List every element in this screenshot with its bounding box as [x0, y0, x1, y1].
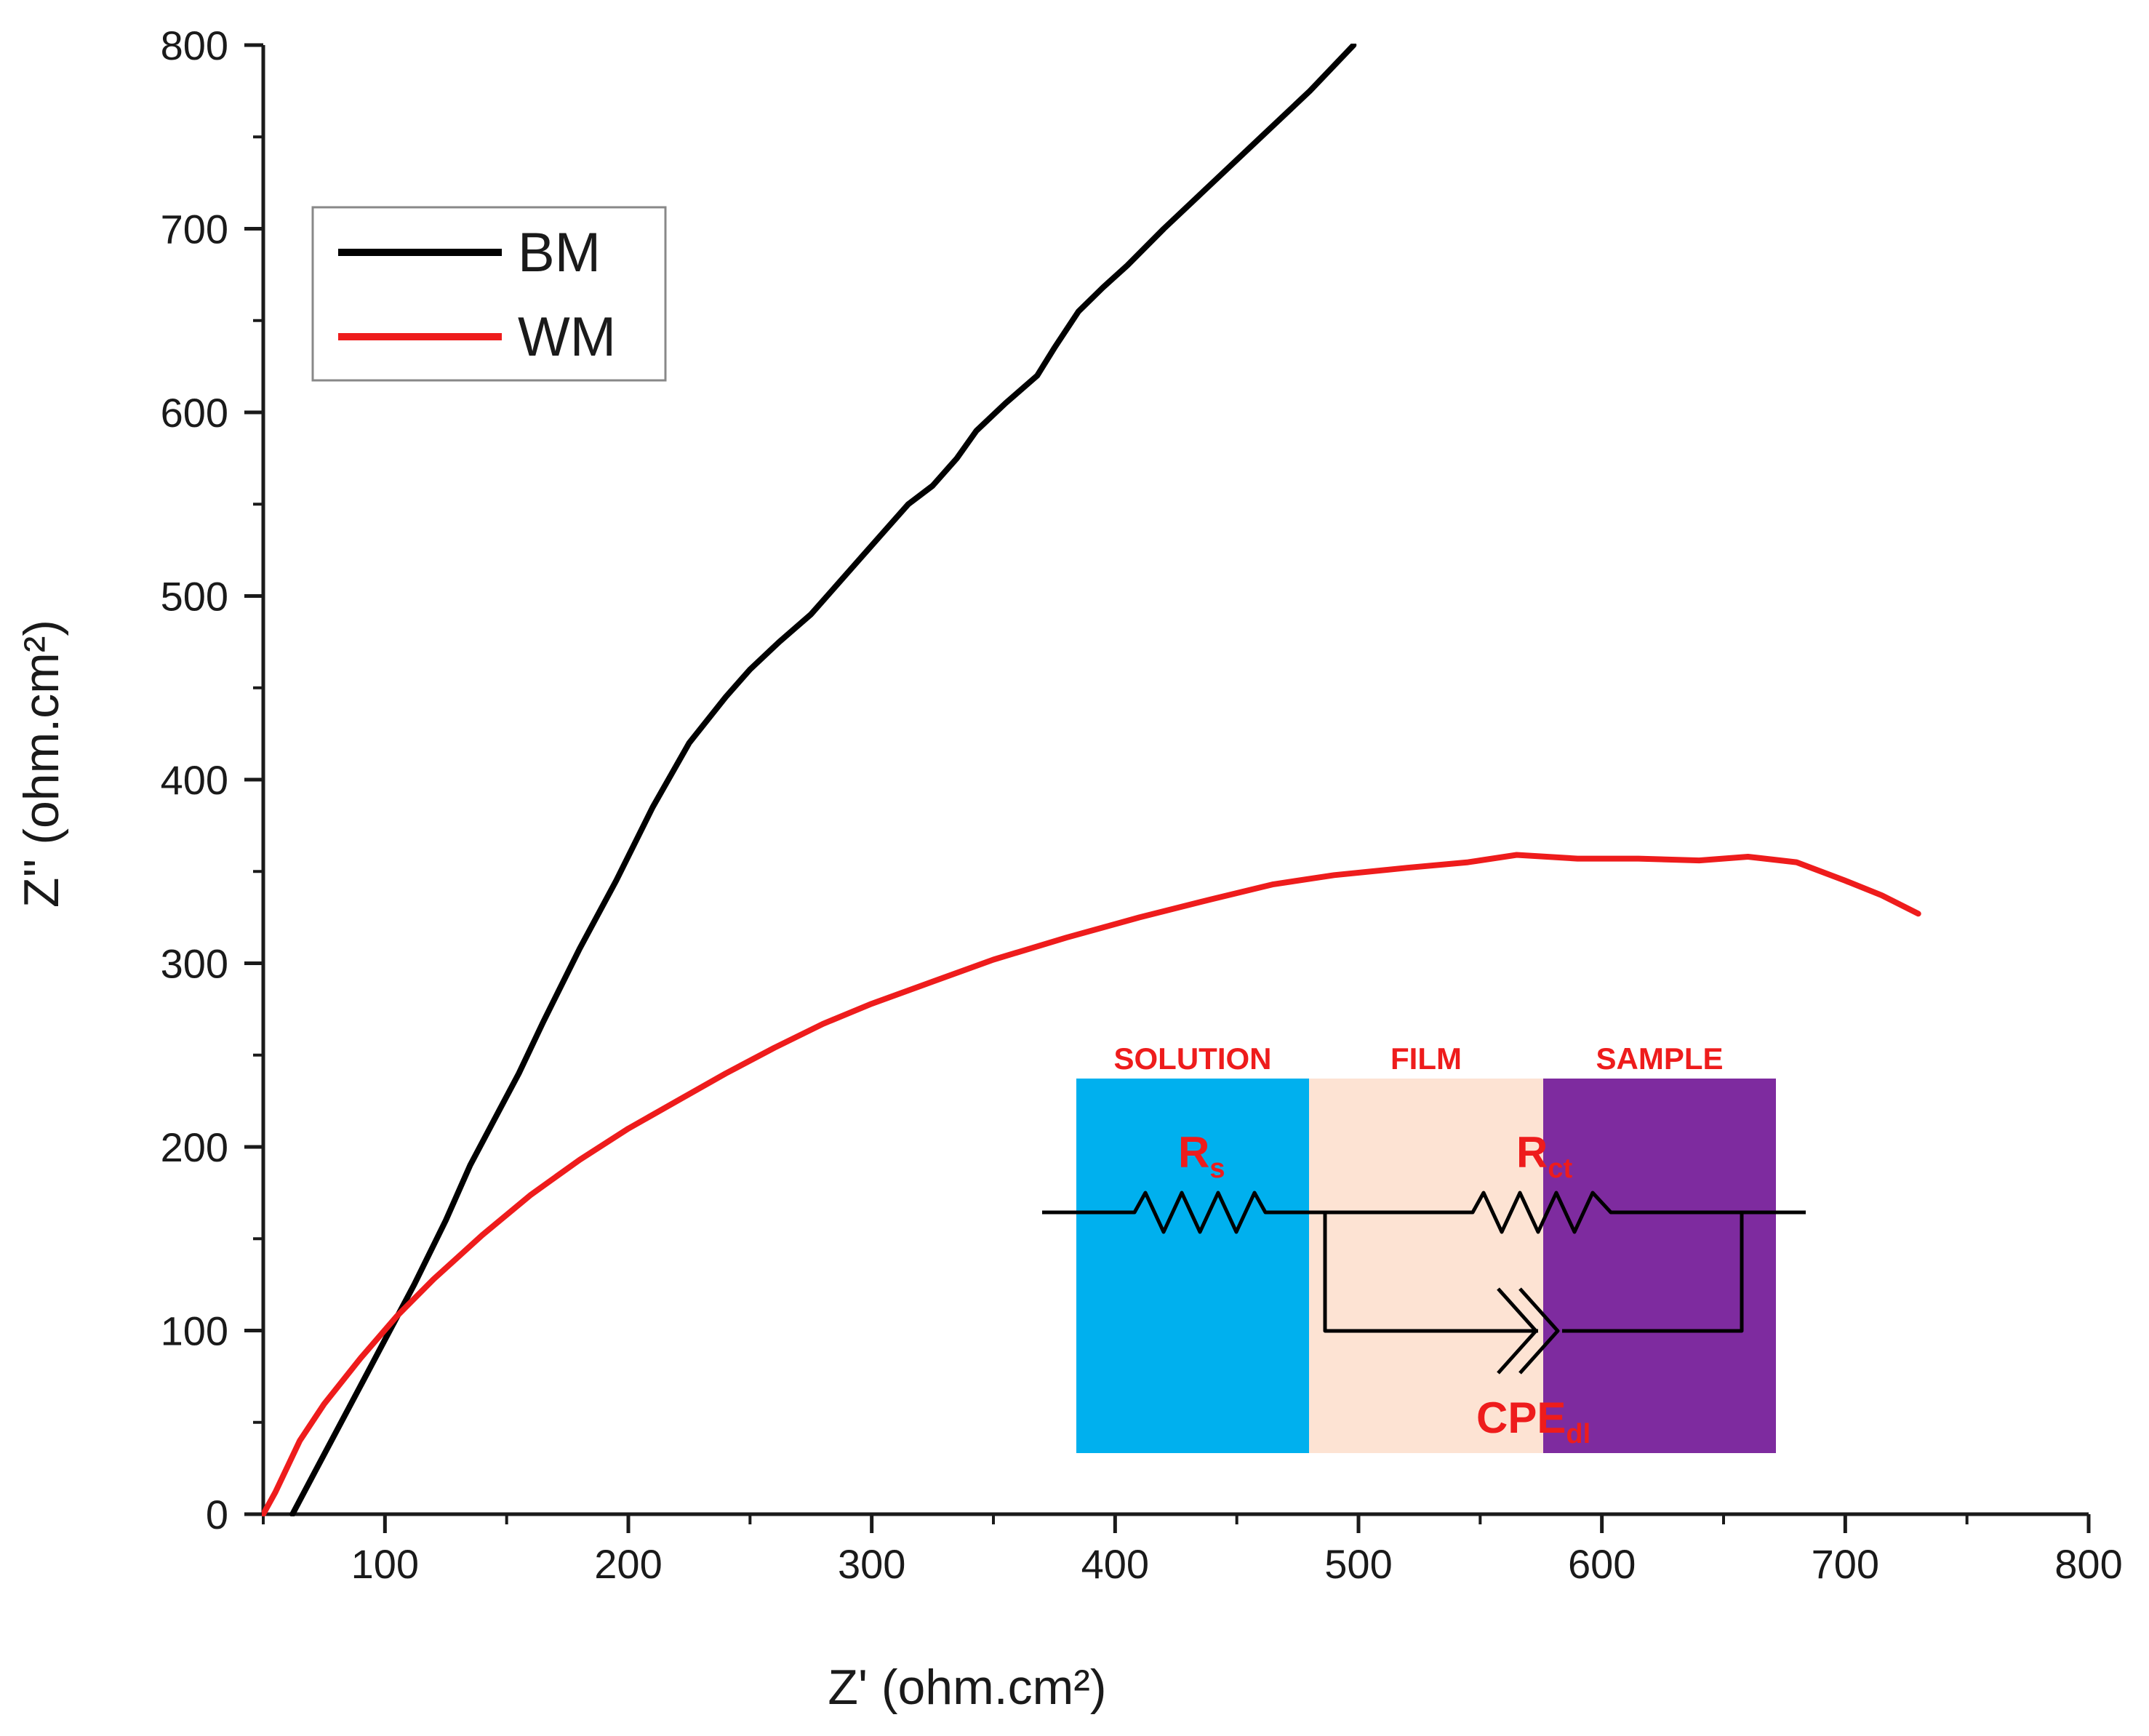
x-tick-label: 300 [838, 1541, 905, 1587]
y-tick-label: 600 [161, 390, 228, 436]
plot-area [262, 44, 1921, 1516]
legend-label-bm: BM [518, 222, 601, 284]
y-tick-label: 300 [161, 941, 228, 987]
x-tick-label: 800 [2054, 1541, 2122, 1587]
y-tick-label: 700 [161, 207, 228, 252]
rs-label-main: R [1178, 1128, 1209, 1177]
rct-label: Rct [1516, 1128, 1572, 1184]
y-tick-label: 100 [161, 1308, 228, 1354]
resistor-rs-symbol [1042, 1191, 1325, 1234]
region-label-sample: SAMPLE [1596, 1041, 1723, 1076]
circuit-inset: SOLUTION FILM SAMPLE Rs Rct CPEdl [1022, 1029, 1829, 1458]
series-line-bm [289, 44, 1357, 1516]
region-film [1309, 1079, 1543, 1453]
y-axis-title: Z'' (ohm.cm²) [14, 620, 69, 908]
x-tick-label: 200 [594, 1541, 662, 1587]
parallel-branch-right-wire [1562, 1212, 1744, 1333]
y-tick-label: 800 [161, 23, 228, 68]
region-label-solution: SOLUTION [1114, 1041, 1272, 1076]
y-tick-label: 500 [161, 574, 228, 620]
region-solution [1076, 1079, 1309, 1453]
y-tick-label: 400 [161, 757, 228, 803]
resistor-rct-symbol [1325, 1191, 1806, 1234]
circuit-wires [1042, 1191, 1806, 1375]
rs-label-sub: s [1209, 1153, 1225, 1184]
series-line-wm [262, 852, 1921, 1516]
legend: BM WM [311, 206, 667, 382]
parallel-branch-left-wire [1323, 1212, 1538, 1333]
x-axis-title: Z' (ohm.cm²) [828, 1660, 1106, 1715]
x-tick-label: 500 [1324, 1541, 1392, 1587]
cpe-label-main: CPE [1476, 1393, 1566, 1442]
legend-label-wm: WM [518, 306, 616, 368]
x-ticks: 100 200 300 400 500 600 700 800 [262, 1514, 2123, 1587]
x-tick-label: 400 [1081, 1541, 1149, 1587]
legend-box [311, 206, 667, 382]
x-tick-label: 100 [351, 1541, 419, 1587]
x-tick-label: 600 [1568, 1541, 1636, 1587]
x-tick-label: 700 [1812, 1541, 1879, 1587]
cpe-label: CPEdl [1476, 1393, 1590, 1449]
cpe-label-sub: dl [1566, 1419, 1590, 1449]
y-tick-label: 0 [206, 1492, 228, 1537]
region-sample [1543, 1079, 1776, 1453]
region-label-film: FILM [1390, 1041, 1462, 1076]
cpe-symbol-right [1518, 1287, 1560, 1375]
cpe-symbol-left [1497, 1287, 1538, 1375]
y-tick-label: 200 [161, 1124, 228, 1170]
rs-label: Rs [1178, 1128, 1225, 1184]
rct-label-main: R [1516, 1128, 1548, 1177]
y-ticks: 0 100 200 300 400 500 600 700 800 [161, 23, 263, 1537]
rct-label-sub: ct [1548, 1153, 1572, 1184]
